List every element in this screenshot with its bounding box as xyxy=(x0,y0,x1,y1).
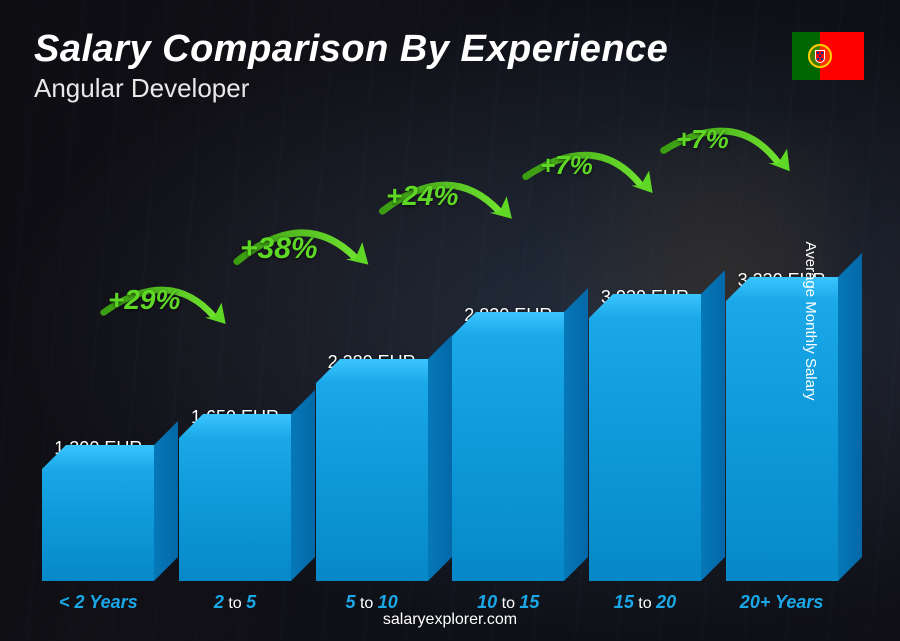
footer-attribution: salaryexplorer.com xyxy=(0,611,900,629)
chart-header: Salary Comparison By Experience Angular … xyxy=(34,28,860,104)
percent-increase-text: +7% xyxy=(540,150,593,181)
bar xyxy=(316,383,428,581)
percent-increase-text: +24% xyxy=(386,180,458,212)
bar-group: 3,230 EUR20+ Years xyxy=(717,270,847,581)
bar xyxy=(589,318,701,581)
category-label: 5 to 10 xyxy=(346,592,398,613)
bar xyxy=(179,438,291,581)
bar xyxy=(726,301,838,581)
bar-group: 1,650 EUR2 to 5 xyxy=(170,407,300,581)
percent-increase-badge: +7% xyxy=(540,150,593,181)
percent-increase-text: +38% xyxy=(240,232,318,266)
category-label: 2 to 5 xyxy=(214,592,256,613)
percent-increase-text: +7% xyxy=(676,124,729,155)
yaxis-label: Average Monthly Salary xyxy=(802,241,819,400)
percent-increase-badge: +7% xyxy=(676,124,729,155)
percent-increase-badge: +29% xyxy=(108,284,180,316)
bar xyxy=(452,336,564,581)
bar-group: 3,030 EUR15 to 20 xyxy=(580,287,710,581)
percent-increase-badge: +38% xyxy=(240,232,318,266)
bar-group: 2,830 EUR10 to 15 xyxy=(443,305,573,581)
country-flag-portugal xyxy=(792,32,864,80)
category-label: 10 to 15 xyxy=(477,592,539,613)
category-label: 20+ Years xyxy=(740,592,824,613)
percent-increase-text: +29% xyxy=(108,284,180,316)
chart-title: Salary Comparison By Experience xyxy=(34,28,860,71)
bar-group: 2,280 EUR5 to 10 xyxy=(307,352,437,581)
category-label: 15 to 20 xyxy=(614,592,676,613)
bar-group: 1,290 EUR< 2 Years xyxy=(33,438,163,581)
chart-subtitle: Angular Developer xyxy=(34,73,860,104)
bar xyxy=(42,469,154,581)
percent-increase-badge: +24% xyxy=(386,180,458,212)
category-label: < 2 Years xyxy=(59,592,138,613)
